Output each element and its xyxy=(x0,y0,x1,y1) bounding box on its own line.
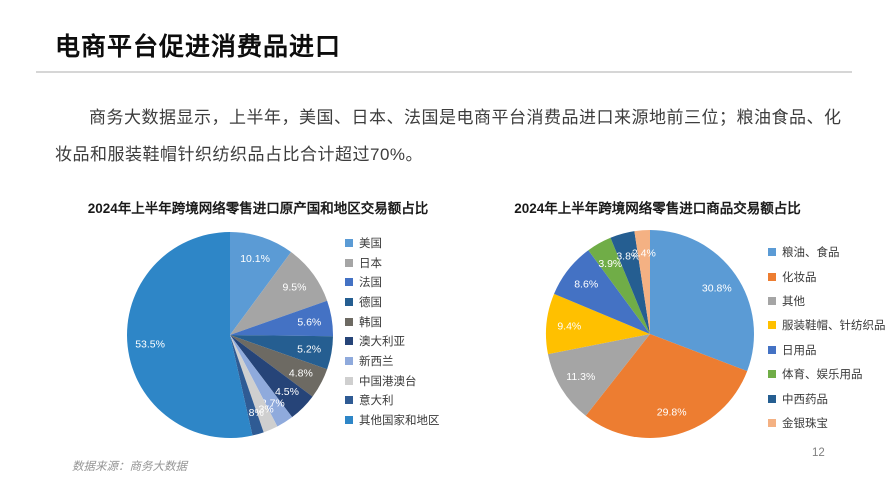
pie-slice-label: 4.8% xyxy=(289,367,313,379)
legend-item: 法国 xyxy=(345,272,440,292)
pie-slice xyxy=(230,335,293,427)
legend-item: 化妆品 xyxy=(768,264,886,288)
page-number: 12 xyxy=(812,447,825,459)
legend-label: 其他 xyxy=(782,295,805,308)
pie-slice-label: 2.4% xyxy=(632,248,656,260)
legend-swatch xyxy=(345,356,353,365)
legend-item: 日本 xyxy=(345,253,440,273)
legend-label: 中西药品 xyxy=(782,393,828,406)
pie-slice-label: 5.2% xyxy=(297,344,321,356)
legend-label: 新西兰 xyxy=(359,355,394,368)
legend-swatch xyxy=(345,258,353,267)
pie-slice-label: 9.5% xyxy=(283,282,307,294)
legend-left: 美国日本法国德国韩国澳大利亚新西兰中国港澳台意大利其他国家和地区 xyxy=(345,233,440,430)
legend-label: 德国 xyxy=(359,296,382,309)
legend-label: 体育、娱乐用品 xyxy=(782,369,863,382)
legend-item: 美国 xyxy=(345,233,440,253)
legend-label: 意大利 xyxy=(359,395,394,408)
legend-swatch xyxy=(768,370,776,379)
pie-slice xyxy=(547,334,650,416)
legend-label: 法国 xyxy=(359,277,382,290)
legend-label: 化妆品 xyxy=(782,271,817,284)
legend-label: 日本 xyxy=(359,257,382,270)
legend-swatch xyxy=(768,248,776,257)
pie-slice xyxy=(588,237,650,334)
pie-slice xyxy=(230,335,333,370)
pie-slice xyxy=(585,334,748,438)
legend-label: 服装鞋帽、针纺织品 xyxy=(782,320,886,333)
legend-swatch xyxy=(768,321,776,330)
pie-slice-label: 30.8% xyxy=(702,283,732,295)
body-paragraph: 商务大数据显示，上半年，美国、日本、法国是电商平台消费品进口来源地前三位；粮油食… xyxy=(55,108,842,164)
pie-slice-label: 3.9% xyxy=(598,258,622,270)
legend-label: 金银珠宝 xyxy=(782,417,828,430)
legend-item: 澳大利亚 xyxy=(345,331,440,351)
pie-slice xyxy=(230,252,328,335)
legend-item: 其他 xyxy=(768,289,886,313)
legend-swatch xyxy=(345,297,353,306)
legend-item: 意大利 xyxy=(345,391,440,411)
legend-label: 粮油、食品 xyxy=(782,247,840,260)
legend-swatch xyxy=(345,238,353,247)
legend-swatch xyxy=(768,296,776,305)
legend-label: 韩国 xyxy=(359,316,382,329)
legend-swatch xyxy=(768,394,776,403)
source-note: 数据来源：商务大数据 xyxy=(72,461,187,473)
pie-slice xyxy=(650,230,755,372)
pie-slice xyxy=(230,335,264,436)
legend-item: 德国 xyxy=(345,292,440,312)
legend-swatch xyxy=(768,272,776,281)
chart-title-left: 2024年上半年跨境网络零售进口原产国和地区交易额占比 xyxy=(87,201,429,216)
page-title: 电商平台促进消费品进口 xyxy=(55,33,342,61)
legend-swatch xyxy=(345,376,353,385)
pie-slice-label: 11.3% xyxy=(566,371,595,383)
legend-item: 中西药品 xyxy=(768,386,886,410)
legend-item: 服装鞋帽、针纺织品 xyxy=(768,313,886,337)
pie-slice xyxy=(230,300,333,337)
pie-slice-label: 10.1% xyxy=(240,253,270,265)
legend-swatch xyxy=(345,317,353,326)
pie-slice-label: 53.5% xyxy=(135,338,165,350)
legend-label: 日用品 xyxy=(782,344,817,357)
legend-swatch xyxy=(345,396,353,405)
pie-slice-label: 9.4% xyxy=(557,320,581,332)
legend-item: 金银珠宝 xyxy=(768,411,886,435)
legend-swatch xyxy=(768,345,776,354)
legend-swatch xyxy=(345,278,353,287)
pie-left: 10.1%9.5%5.6%5.2%4.8%4.5%2.7%2.3%1.8%53.… xyxy=(127,232,333,438)
legend-item: 体育、娱乐用品 xyxy=(768,362,886,386)
legend-item: 新西兰 xyxy=(345,351,440,371)
title-divider xyxy=(36,71,852,73)
pie-slice xyxy=(230,232,292,335)
legend-label: 中国港澳台 xyxy=(359,375,417,388)
pie-slice-label: 29.8% xyxy=(657,407,687,419)
pie-slice xyxy=(230,335,328,397)
legend-label: 其他国家和地区 xyxy=(359,415,440,428)
pie-right: 30.8% 29.8% 11.3% 9.4% 8.6%3.9%3.8%2.4% xyxy=(546,230,755,438)
legend-label: 美国 xyxy=(359,237,382,250)
legend-item: 中国港澳台 xyxy=(345,371,440,391)
pie-slice-label: 5.6% xyxy=(297,316,321,328)
legend-item: 其他国家和地区 xyxy=(345,410,440,430)
pie-slice xyxy=(554,250,650,334)
pie-slice-label: 8.6% xyxy=(574,278,598,290)
legend-swatch xyxy=(345,416,353,425)
pie-slice xyxy=(230,335,313,418)
legend-right: 粮油、食品化妆品其他服装鞋帽、针纺织品 日用品体育、娱乐用品 中西药品金银珠宝 xyxy=(768,240,886,435)
pie-slice xyxy=(127,232,253,438)
chart-title-right: 2024年上半年跨境网络零售进口商品交易额占比 xyxy=(514,201,801,216)
pie-slice-label: 4.5% xyxy=(275,386,299,398)
pie-slice xyxy=(546,293,650,355)
pie-slice xyxy=(610,231,650,334)
pie-slice xyxy=(634,230,650,334)
pie-slice-label: 3.8% xyxy=(616,250,640,262)
legend-item: 粮油、食品 xyxy=(768,240,886,264)
legend-swatch xyxy=(345,337,353,346)
legend-swatch xyxy=(768,418,776,427)
pie-slice xyxy=(230,335,278,433)
legend-item: 韩国 xyxy=(345,312,440,332)
legend-item: 日用品 xyxy=(768,338,886,362)
legend-label: 澳大利亚 xyxy=(359,336,405,349)
